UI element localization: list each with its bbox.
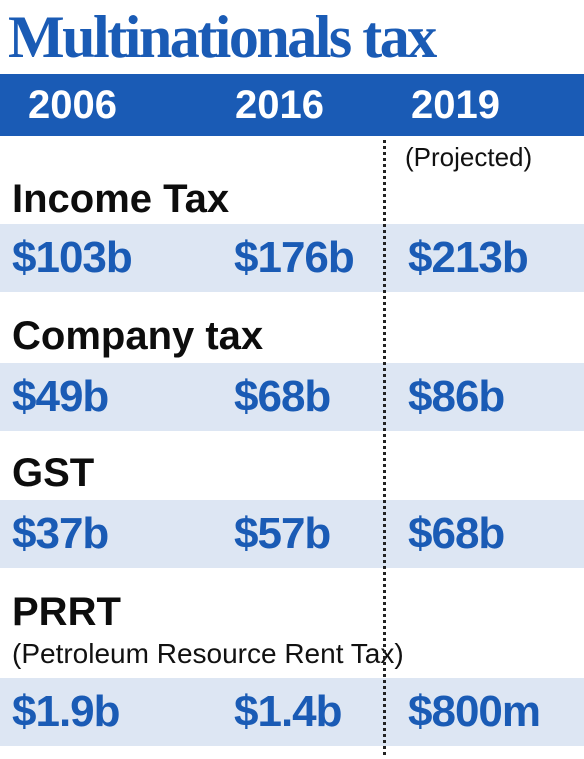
- value-gst-2006: $37b: [12, 509, 109, 558]
- value-company-tax-2016: $68b: [234, 372, 331, 421]
- value-income-tax-2016: $176b: [234, 233, 355, 282]
- projection-divider: [383, 140, 386, 755]
- row-label-prrt: PRRT: [12, 590, 121, 634]
- row-label-gst: GST: [12, 451, 95, 495]
- value-prrt-2006: $1.9b: [12, 687, 121, 736]
- projected-note: (Projected): [405, 142, 533, 172]
- row-label-company-tax: Company tax: [12, 314, 264, 358]
- value-company-tax-2019: $86b: [408, 372, 505, 421]
- row-label-income-tax: Income Tax: [12, 177, 230, 221]
- value-gst-2016: $57b: [234, 509, 331, 558]
- header-year-2006: 2006: [28, 83, 117, 127]
- row-sublabel-prrt: (Petroleum Resource Rent Tax): [12, 638, 404, 669]
- value-income-tax-2006: $103b: [12, 233, 133, 282]
- row-values-income-tax: $103b $176b $213b: [0, 224, 584, 292]
- year-header-bar: 2006 2016 2019: [0, 74, 584, 136]
- row-values-prrt: $1.9b $1.4b $800m: [0, 678, 584, 746]
- row-values-company-tax: $49b $68b $86b: [0, 363, 584, 431]
- value-prrt-2019: $800m: [408, 687, 541, 736]
- header-year-2019: 2019: [411, 83, 500, 127]
- value-company-tax-2006: $49b: [12, 372, 109, 421]
- row-values-gst: $37b $57b $68b: [0, 500, 584, 568]
- value-income-tax-2019: $213b: [408, 233, 529, 282]
- header-year-2016: 2016: [235, 83, 324, 127]
- value-gst-2019: $68b: [408, 509, 505, 558]
- value-prrt-2016: $1.4b: [234, 687, 343, 736]
- chart-title: Multinationals tax: [8, 4, 437, 70]
